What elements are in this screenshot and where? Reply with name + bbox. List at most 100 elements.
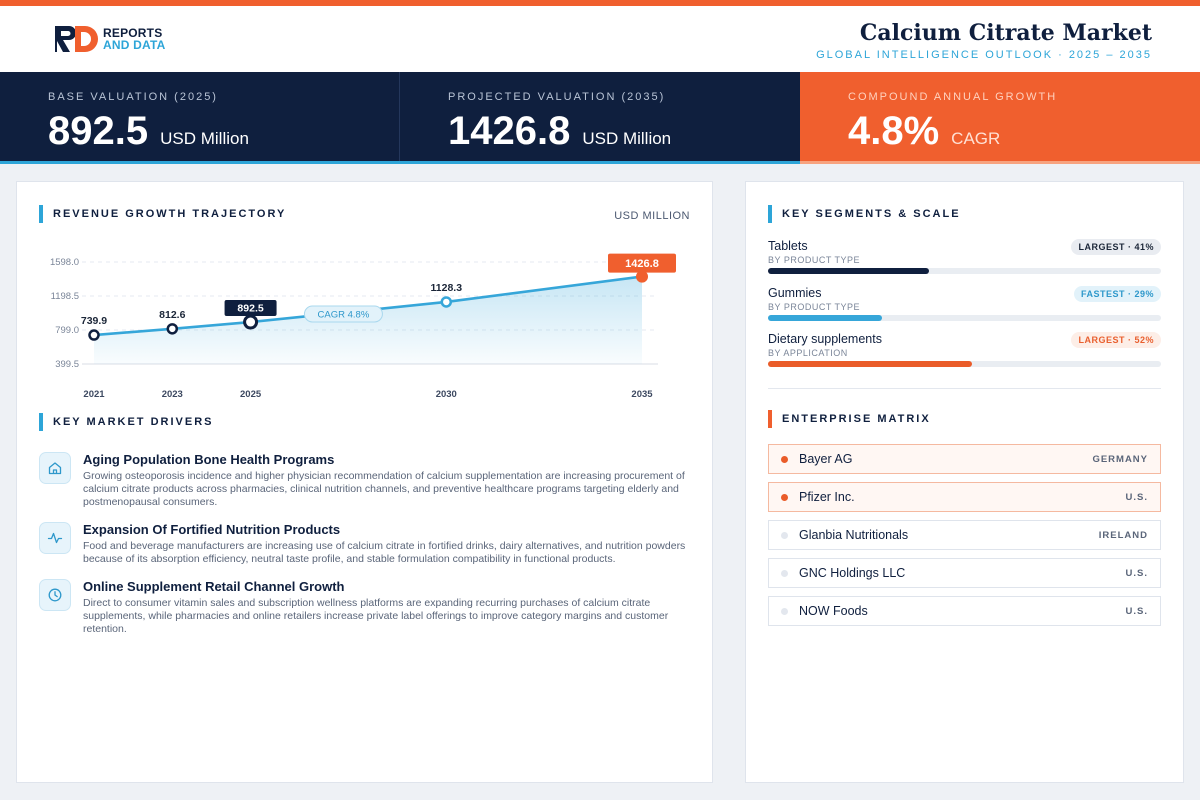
status-dot-icon (781, 455, 788, 463)
kpi-label: PROJECTED VALUATION (2035) (448, 91, 666, 103)
kpi-value: 1426.8 (448, 109, 571, 153)
data-point-2023 (166, 323, 179, 335)
logo-line2: AND DATA (103, 38, 166, 52)
enterprise-country: GERMANY (1092, 453, 1148, 465)
section-accent-bar (768, 205, 772, 223)
chart-unit-label: USD MILLION (614, 210, 690, 222)
segment-name: Dietary supplements (768, 332, 882, 346)
kpi-unit: USD Million (582, 129, 672, 148)
data-point-2035 (636, 270, 648, 283)
segment-name: Gummies (768, 286, 822, 300)
driver-text: Food and beverage manufacturers are incr… (83, 540, 686, 565)
kpi-projected-valuation: PROJECTED VALUATION (2035) 1426.8 USD Mi… (400, 72, 800, 164)
y-tick-label: 1598.0 (50, 257, 79, 268)
revenue-line-chart: 1598.0 1198.5 799.0 399.5 CAGR 4.8% 739.9 81… (50, 253, 676, 400)
header: REPORTS AND DATA Calcium Citrate Market … (0, 6, 1200, 72)
driver-title: Expansion Of Fortified Nutrition Product… (83, 522, 341, 537)
y-tick-label: 399.5 (55, 359, 79, 370)
enterprise-row[interactable]: GNC Holdings LLC U.S. (768, 558, 1161, 588)
value-label: 1426.8 (625, 258, 659, 270)
kpi-cagr: COMPOUND ANNUAL GROWTH 4.8% CAGR (800, 72, 1200, 164)
drivers-list: Aging Population Bone Health Programs Gr… (39, 452, 699, 649)
driver-text: Growing osteoporosis incidence and highe… (83, 470, 685, 508)
drivers-section-header: KEY MARKET DRIVERS (39, 413, 213, 431)
chart-section-title: REVENUE GROWTH TRAJECTORY (53, 208, 287, 220)
segment-bar-track (768, 315, 1161, 321)
driver-text: Direct to consumer vitamin sales and sub… (83, 597, 669, 635)
enterprise-country: IRELAND (1098, 529, 1148, 541)
section-divider (768, 388, 1161, 389)
kpi-unit: CAGR (951, 129, 1001, 148)
enterprise-section-header: ENTERPRISE MATRIX (768, 410, 931, 428)
value-label: 812.6 (159, 309, 185, 321)
enterprise-name: GNC Holdings LLC (799, 566, 906, 580)
enterprise-section-title: ENTERPRISE MATRIX (782, 413, 931, 425)
enterprise-row[interactable]: Pfizer Inc. U.S. (768, 482, 1161, 512)
kpi-unit: USD Million (160, 129, 249, 148)
kpi-base-valuation: BASE VALUATION (2025) 892.5 USD Million (0, 72, 400, 164)
segment-category: BY PRODUCT TYPE (768, 302, 861, 312)
section-accent-bar (768, 410, 772, 428)
segments-section-title: KEY SEGMENTS & SCALE (782, 208, 961, 220)
x-tick-label: 2021 (83, 389, 105, 400)
enterprise-row[interactable]: Bayer AG GERMANY (768, 444, 1161, 474)
driver-item: Online Supplement Retail Channel Growth … (39, 579, 699, 636)
segment-name: Tablets (768, 239, 808, 253)
segment-category: BY PRODUCT TYPE (768, 255, 861, 265)
driver-title: Aging Population Bone Health Programs (83, 452, 335, 467)
right-card: KEY SEGMENTS & SCALE Tablets BY PRODUCT … (745, 181, 1184, 783)
segment-bar-track (768, 361, 1161, 367)
kpi-label: COMPOUND ANNUAL GROWTH (848, 91, 1058, 103)
kpi-label: BASE VALUATION (2025) (48, 91, 218, 103)
status-dot-icon (781, 607, 788, 615)
kpi-value: 4.8% (848, 109, 940, 153)
segment-badge: LARGEST · 52% (1071, 332, 1161, 348)
segment-dietary-supplements: Dietary supplements BY APPLICATION LARGE… (768, 332, 1161, 367)
driver-title: Online Supplement Retail Channel Growth (83, 579, 345, 594)
y-tick-label: 799.0 (55, 325, 79, 336)
x-tick-label: 2030 (436, 389, 457, 400)
segment-gummies: Gummies BY PRODUCT TYPE FASTEST · 29% (768, 286, 1161, 321)
page-title: Calcium Citrate Market (859, 20, 1152, 46)
cagr-annotation-pill (303, 305, 383, 323)
cagr-annotation-text: CAGR 4.8% (318, 310, 370, 321)
segment-category: BY APPLICATION (768, 348, 848, 358)
x-tick-label: 2025 (240, 389, 262, 400)
kpi-band: BASE VALUATION (2025) 892.5 USD Million … (0, 72, 1200, 164)
driver-item: Expansion Of Fortified Nutrition Product… (39, 522, 699, 566)
enterprise-row[interactable]: Glanbia Nutritionals IRELAND (768, 520, 1161, 550)
segment-bar-fill (768, 268, 930, 274)
activity-icon (39, 522, 71, 554)
segment-bar-fill (768, 361, 973, 367)
data-point-2021 (88, 329, 100, 341)
chart-section-header: REVENUE GROWTH TRAJECTORY (39, 205, 286, 223)
segment-tablets: Tablets BY PRODUCT TYPE LARGEST · 41% (768, 239, 1161, 274)
enterprise-name: Bayer AG (799, 452, 853, 466)
enterprise-name: Pfizer Inc. (799, 490, 855, 504)
drivers-section-title: KEY MARKET DRIVERS (53, 416, 214, 428)
y-tick-label: 1198.5 (51, 291, 79, 302)
value-label-box (224, 300, 277, 317)
segment-badge: FASTEST · 29% (1073, 286, 1161, 302)
enterprise-country: U.S. (1125, 567, 1148, 579)
x-tick-label: 2023 (162, 389, 183, 400)
left-card: REVENUE GROWTH TRAJECTORY USD MILLION 15… (16, 181, 713, 783)
top-accent-stripe (0, 0, 1200, 6)
enterprise-name: Glanbia Nutritionals (799, 528, 909, 542)
segments-section-header: KEY SEGMENTS & SCALE (768, 205, 961, 223)
segment-bar-fill (768, 315, 882, 321)
x-tick-label: 2035 (631, 389, 653, 400)
logo-line1: REPORTS (103, 26, 163, 40)
home-icon (39, 452, 71, 484)
kpi-divider (399, 72, 400, 161)
enterprise-country: U.S. (1125, 605, 1148, 617)
kpi-value: 892.5 (48, 109, 149, 153)
value-label-box (608, 253, 676, 273)
data-point-2025 (243, 314, 259, 330)
segment-bar-track (768, 268, 1161, 274)
enterprise-row[interactable]: NOW Foods U.S. (768, 596, 1161, 626)
page-subtitle: GLOBAL INTELLIGENCE OUTLOOK · 2025 – 203… (816, 49, 1152, 61)
value-label: 892.5 (237, 303, 263, 315)
status-dot-icon (781, 493, 788, 501)
enterprise-name: NOW Foods (799, 604, 868, 618)
